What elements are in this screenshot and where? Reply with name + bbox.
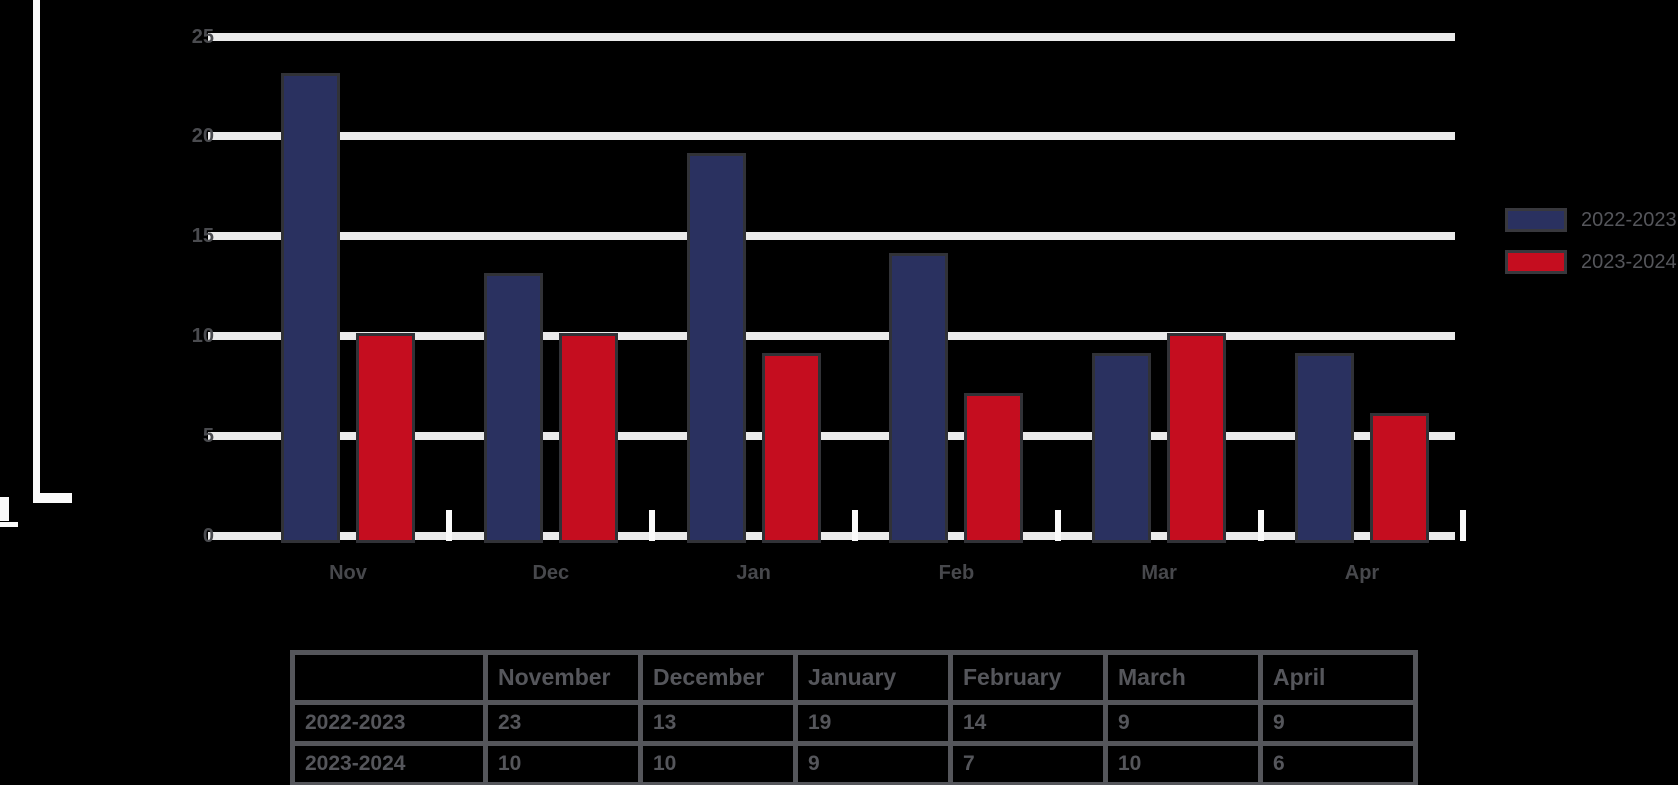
x-category-label-Nov: Nov <box>329 562 367 584</box>
bar-2022-2023-Apr <box>1295 352 1354 543</box>
value-cell: 23 <box>483 700 643 746</box>
bar-2022-2023-Jan <box>686 153 746 543</box>
x-category-label-Jan: Jan <box>736 562 771 584</box>
bar-2023-2024-Mar <box>1167 332 1227 543</box>
x-axis-tick <box>446 510 453 541</box>
table-header-cell <box>290 650 488 705</box>
value-cell: 19 <box>793 700 953 746</box>
bar-2022-2023-Nov <box>281 73 340 543</box>
y-tick-label-0: 0 <box>202 524 214 547</box>
row-label-cell: 2022-2023 <box>290 700 488 746</box>
value-cell: 6 <box>1258 741 1418 785</box>
x-axis-tick <box>1054 510 1061 541</box>
value-cell: 13 <box>638 700 798 746</box>
value-cell: 7 <box>948 741 1108 785</box>
x-category-label-Dec: Dec <box>532 562 570 584</box>
axis-label-fragment <box>0 497 9 521</box>
x-axis-baseline <box>208 531 1455 540</box>
x-category-label-Apr: Apr <box>1344 562 1380 584</box>
table-header-cell: November <box>483 650 643 705</box>
x-axis-tick <box>649 510 656 541</box>
table-row: 2023-2024 10 10 9 7 10 6 <box>290 741 1418 785</box>
value-cell: 9 <box>1258 700 1418 746</box>
legend-swatch-series2 <box>1505 250 1567 274</box>
bar-2023-2024-Nov <box>356 332 415 543</box>
legend: 2022-2023 2023-2024 <box>1505 208 1677 292</box>
legend-item: 2023-2024 <box>1505 250 1677 274</box>
legend-label-series2: 2023-2024 <box>1581 250 1677 273</box>
gridline-10 <box>208 331 1455 340</box>
bar-2022-2023-Feb <box>889 253 949 543</box>
row-label-cell: 2023-2024 <box>290 741 488 785</box>
axis-label-fragment <box>0 522 18 527</box>
table-header-cell: March <box>1103 650 1263 705</box>
x-axis-tick <box>852 510 858 541</box>
y-axis-foot <box>33 493 72 503</box>
table-header-cell: February <box>948 650 1108 705</box>
bar-2023-2024-Feb <box>964 392 1024 543</box>
y-tick-label-15: 15 <box>191 225 214 248</box>
y-tick-label-20: 20 <box>191 125 214 148</box>
value-cell: 9 <box>793 741 953 785</box>
legend-item: 2022-2023 <box>1505 208 1677 232</box>
bar-2023-2024-Dec <box>558 332 618 543</box>
bar-2022-2023-Mar <box>1092 352 1152 543</box>
x-axis-tick <box>1460 510 1467 541</box>
bar-2023-2024-Jan <box>761 352 821 543</box>
legend-label-series1: 2022-2023 <box>1581 208 1677 231</box>
bar-2023-2024-Apr <box>1370 412 1429 543</box>
y-tick-label-5: 5 <box>202 424 214 447</box>
table-row: 2022-2023 23 13 19 14 9 9 <box>290 700 1418 746</box>
value-cell: 14 <box>948 700 1108 746</box>
summary-table: November December January February March Apri… <box>290 650 1418 785</box>
table-header-row: November December January February March Apri… <box>290 650 1418 705</box>
y-tick-label-10: 10 <box>191 324 214 347</box>
bar-2022-2023-Dec <box>483 273 543 543</box>
table-header-cell: December <box>638 650 798 705</box>
data-table: November December January February March Apri… <box>290 650 1418 785</box>
gridline-25 <box>208 32 1455 41</box>
gridline-20 <box>208 132 1455 141</box>
value-cell: 10 <box>638 741 798 785</box>
value-cell: 10 <box>483 741 643 785</box>
gridline-5 <box>208 431 1455 440</box>
table-header-cell: January <box>793 650 953 705</box>
y-tick-label-25: 25 <box>191 25 214 48</box>
y-axis-line <box>33 0 40 503</box>
x-category-label-Feb: Feb <box>938 562 975 584</box>
gridline-15 <box>208 232 1455 241</box>
value-cell: 10 <box>1103 741 1263 785</box>
value-cell: 9 <box>1103 700 1263 746</box>
legend-swatch-series1 <box>1505 208 1567 232</box>
x-category-label-Mar: Mar <box>1141 562 1177 584</box>
table-header-cell: April <box>1258 650 1418 705</box>
x-axis-tick <box>1257 510 1264 541</box>
